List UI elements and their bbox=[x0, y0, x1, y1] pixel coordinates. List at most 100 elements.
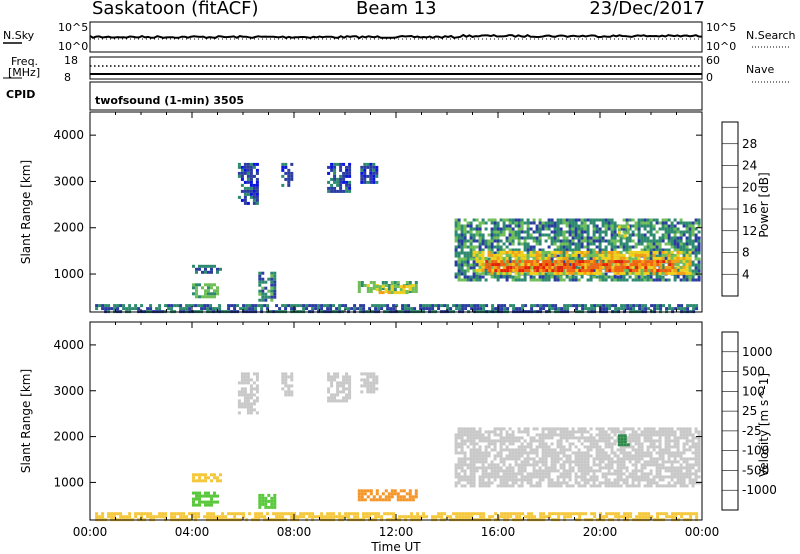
heatmap-cell bbox=[122, 304, 126, 308]
heatmap-cell bbox=[240, 165, 244, 169]
heatmap-cell bbox=[273, 499, 277, 503]
heatmap-cell bbox=[691, 463, 695, 467]
heatmap-cell bbox=[634, 460, 638, 464]
heatmap-cell bbox=[554, 512, 558, 516]
heatmap-cell bbox=[661, 451, 665, 455]
heatmap-cell bbox=[686, 304, 690, 308]
heatmap-cell bbox=[616, 466, 620, 470]
heatmap-cell bbox=[613, 271, 617, 275]
heatmap-cell bbox=[580, 436, 584, 440]
heatmap-cell bbox=[631, 239, 635, 243]
heatmap-cell bbox=[668, 515, 672, 519]
heatmap-cell bbox=[219, 473, 222, 477]
heatmap-cell bbox=[369, 180, 373, 184]
heatmap-cell bbox=[595, 475, 599, 479]
heatmap-cell bbox=[562, 278, 566, 282]
heatmap-cell bbox=[685, 221, 689, 225]
heatmap-cell bbox=[317, 515, 321, 519]
heatmap-cell bbox=[592, 275, 596, 279]
heatmap-cell bbox=[670, 254, 674, 258]
heatmap-cell bbox=[472, 430, 476, 434]
heatmap-cell bbox=[209, 307, 213, 311]
heatmap-cell bbox=[664, 278, 668, 282]
heatmap-cell bbox=[538, 442, 542, 446]
heatmap-cell bbox=[646, 236, 650, 240]
heatmap-cell bbox=[236, 304, 240, 308]
heatmap-cell bbox=[658, 475, 662, 479]
heatmap-cell bbox=[640, 265, 644, 269]
heatmap-cell bbox=[652, 236, 656, 240]
heatmap-cell bbox=[332, 512, 336, 516]
heatmap-cell bbox=[472, 484, 476, 488]
heatmap-cell bbox=[544, 256, 548, 260]
heatmap-cell bbox=[520, 256, 524, 260]
freq-label: Freq. bbox=[11, 55, 39, 68]
heatmap-cell bbox=[457, 266, 461, 270]
heatmap-cell bbox=[691, 451, 695, 455]
heatmap-cell bbox=[638, 512, 642, 516]
heatmap-cell bbox=[565, 436, 569, 440]
heatmap-cell bbox=[661, 278, 665, 282]
heatmap-cell bbox=[622, 268, 626, 272]
heatmap-cell bbox=[650, 260, 654, 264]
heatmap-cell bbox=[216, 500, 219, 504]
heatmap-cell bbox=[469, 430, 473, 434]
heatmap-cell bbox=[655, 460, 659, 464]
heatmap-cell bbox=[508, 218, 512, 222]
heatmap-cell bbox=[580, 250, 584, 254]
heatmap-cell bbox=[239, 512, 243, 516]
heatmap-cell bbox=[493, 233, 497, 237]
heatmap-cell bbox=[499, 442, 503, 446]
heatmap-cell bbox=[488, 269, 492, 273]
heatmap-cell bbox=[667, 481, 671, 485]
heatmap-cell bbox=[547, 218, 551, 222]
heatmap-cell bbox=[673, 224, 677, 228]
heatmap-cell bbox=[237, 399, 241, 403]
heatmap-cell bbox=[617, 234, 621, 238]
heatmap-cell bbox=[523, 427, 527, 431]
heatmap-cell bbox=[484, 239, 488, 243]
heatmap-cell bbox=[544, 227, 548, 231]
heatmap-cell bbox=[457, 475, 461, 479]
heatmap-cell bbox=[493, 275, 497, 279]
heatmap-cell bbox=[478, 430, 482, 434]
heatmap-cell bbox=[119, 512, 123, 516]
heatmap-cell bbox=[634, 463, 638, 467]
heatmap-cell bbox=[631, 233, 635, 237]
heatmap-cell bbox=[656, 512, 660, 516]
heatmap-cell bbox=[375, 168, 379, 172]
heatmap-cell bbox=[536, 304, 540, 308]
heatmap-cell bbox=[336, 180, 340, 184]
heatmap-cell bbox=[676, 253, 680, 257]
heatmap-cell bbox=[679, 427, 683, 431]
heatmap-cell bbox=[550, 442, 554, 446]
heatmap-cell bbox=[345, 387, 349, 391]
heatmap-cell bbox=[668, 307, 672, 311]
heatmap-cell bbox=[652, 239, 656, 243]
heatmap-cell bbox=[481, 463, 485, 467]
heatmap-cell bbox=[508, 427, 512, 431]
heatmap-cell bbox=[667, 460, 671, 464]
heatmap-cell bbox=[408, 285, 412, 289]
heatmap-cell bbox=[481, 268, 485, 272]
heatmap-cell bbox=[365, 515, 369, 519]
heatmap-cell bbox=[481, 469, 485, 473]
heatmap-cell bbox=[673, 239, 677, 243]
heatmap-cell bbox=[517, 236, 521, 240]
heatmap-cell bbox=[470, 515, 474, 519]
heatmap-cell bbox=[487, 250, 491, 254]
heatmap-cell bbox=[640, 268, 644, 272]
heatmap-cell bbox=[532, 218, 536, 222]
heatmap-cell bbox=[257, 515, 261, 519]
heatmap-cell bbox=[336, 189, 340, 193]
heatmap-cell bbox=[640, 224, 644, 228]
heatmap-cell bbox=[457, 445, 461, 449]
heatmap-cell bbox=[617, 225, 621, 229]
heatmap-cell bbox=[574, 248, 578, 252]
heatmap-cell bbox=[372, 177, 376, 181]
heatmap-cell bbox=[457, 251, 461, 255]
heatmap-cell bbox=[517, 463, 521, 467]
heatmap-cell bbox=[628, 484, 632, 488]
heatmap-cell bbox=[682, 271, 686, 275]
heatmap-cell bbox=[497, 263, 501, 267]
